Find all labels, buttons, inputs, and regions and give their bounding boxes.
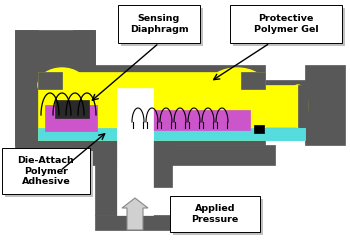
Bar xyxy=(73,30,95,145)
Bar xyxy=(238,85,298,127)
Bar xyxy=(117,88,153,140)
Bar xyxy=(254,125,264,133)
Bar xyxy=(241,72,265,89)
Bar xyxy=(15,30,95,65)
Text: Protective
Polymer Gel: Protective Polymer Gel xyxy=(254,14,318,34)
Bar xyxy=(15,30,38,145)
Text: Applied
Pressure: Applied Pressure xyxy=(191,204,239,224)
Bar xyxy=(38,128,305,140)
Bar xyxy=(2,148,90,194)
Bar xyxy=(95,215,172,230)
Bar xyxy=(230,5,342,43)
Bar xyxy=(233,8,345,46)
Bar xyxy=(298,85,308,127)
Bar xyxy=(130,110,250,130)
Bar xyxy=(38,72,62,89)
Bar xyxy=(170,196,260,232)
Bar xyxy=(150,145,172,187)
Text: Sensing
Diaphragm: Sensing Diaphragm xyxy=(130,14,188,34)
Bar xyxy=(118,5,200,43)
Bar xyxy=(15,65,265,145)
Bar xyxy=(38,72,265,140)
Bar xyxy=(95,145,117,215)
Bar xyxy=(117,105,153,215)
Bar xyxy=(55,100,89,118)
Ellipse shape xyxy=(209,68,265,102)
Bar xyxy=(305,65,345,145)
Bar xyxy=(265,128,305,140)
Text: Die-Attach
Polymer
Adhesive: Die-Attach Polymer Adhesive xyxy=(18,156,74,186)
Bar xyxy=(121,8,203,46)
Bar xyxy=(265,80,340,130)
Bar xyxy=(15,145,275,165)
FancyArrow shape xyxy=(122,198,148,230)
Ellipse shape xyxy=(288,85,308,127)
Bar xyxy=(45,105,97,131)
Bar xyxy=(5,151,93,197)
Ellipse shape xyxy=(38,68,86,102)
Bar xyxy=(173,199,263,235)
